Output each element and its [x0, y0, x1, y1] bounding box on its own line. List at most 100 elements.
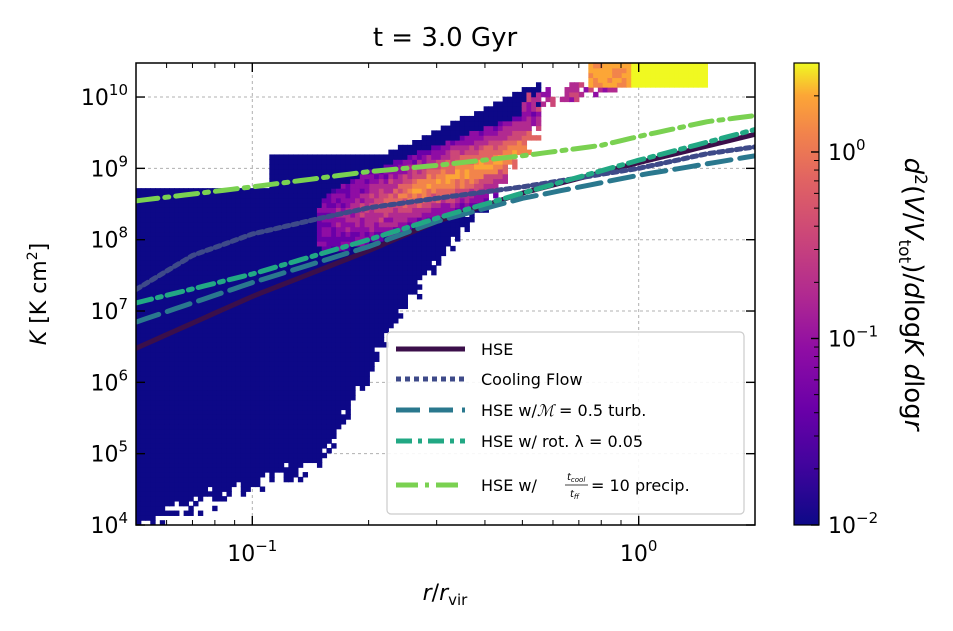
heatmap-cell — [150, 332, 156, 338]
heatmap-cell — [240, 327, 247, 334]
heatmap-cell — [145, 241, 151, 247]
heatmap-cell — [221, 250, 228, 257]
heatmap-cell — [178, 269, 185, 276]
heatmap-cell — [221, 197, 228, 204]
heatmap-cell — [145, 443, 151, 449]
heatmap-cell — [216, 481, 223, 488]
heatmap-cell — [202, 356, 209, 362]
heatmap-cell — [426, 231, 432, 237]
heatmap-cell — [331, 298, 337, 305]
heatmap-cell — [350, 313, 356, 319]
heatmap-cell — [507, 96, 513, 103]
heatmap-cell — [150, 505, 156, 512]
heatmap-cell — [383, 159, 389, 165]
heatmap-cell — [193, 385, 199, 391]
heatmap-cell — [345, 279, 351, 285]
heatmap-cell — [312, 168, 318, 175]
heatmap-cell — [302, 332, 309, 338]
heatmap-cell — [397, 289, 404, 295]
heatmap-cell — [235, 443, 242, 449]
heatmap-cell — [245, 472, 251, 478]
heatmap-cell — [435, 159, 442, 165]
heatmap-cell — [164, 414, 170, 420]
heatmap-cell — [140, 452, 147, 459]
heatmap-cell — [155, 327, 161, 334]
heatmap-cell — [312, 380, 318, 387]
heatmap-cell — [221, 217, 228, 223]
heatmap-cell — [183, 197, 189, 204]
heatmap-cell — [202, 221, 209, 228]
heatmap-cell — [307, 236, 313, 242]
heatmap-cell — [307, 337, 313, 343]
heatmap-cell — [321, 361, 328, 367]
heatmap-cell — [193, 375, 199, 382]
heatmap-cell — [164, 255, 170, 261]
heatmap-cell — [231, 342, 237, 348]
heatmap-cell — [278, 207, 285, 213]
heatmap-cell — [226, 337, 232, 343]
heatmap-cell — [335, 366, 342, 372]
heatmap-cell — [416, 260, 423, 266]
heatmap-cell — [440, 221, 447, 228]
heatmap-cell — [207, 236, 213, 242]
heatmap-cell — [188, 390, 194, 396]
heatmap-cell — [469, 154, 475, 160]
heatmap-cell — [350, 327, 356, 334]
heatmap-cell — [174, 346, 180, 353]
heatmap-cell — [335, 298, 342, 305]
heatmap-cell — [231, 467, 237, 473]
heatmap-cell — [269, 443, 275, 449]
heatmap-cell — [350, 226, 356, 233]
heatmap-cell — [136, 428, 142, 435]
heatmap-cell — [164, 250, 170, 257]
heatmap-cell — [183, 318, 189, 324]
heatmap-cell — [331, 159, 337, 165]
heatmap-cell — [364, 332, 370, 338]
heatmap-cell — [259, 390, 266, 396]
heatmap-cell — [188, 202, 194, 208]
heatmap-cell — [269, 168, 275, 175]
heatmap-cell — [316, 419, 323, 425]
heatmap-cell — [369, 197, 375, 204]
heatmap-cell — [321, 404, 328, 411]
heatmap-cell — [459, 135, 466, 141]
heatmap-cell — [312, 457, 318, 464]
heatmap-cell — [274, 433, 280, 439]
heatmap-cell — [259, 375, 266, 382]
heatmap-cell — [607, 82, 613, 88]
heatmap-cell — [283, 202, 289, 208]
heatmap-cell — [169, 351, 175, 358]
heatmap-cell — [340, 274, 347, 281]
heatmap-cell — [307, 361, 313, 367]
heatmap-cell — [150, 448, 156, 454]
heatmap-cell — [145, 337, 151, 343]
heatmap-cell — [155, 390, 161, 396]
heatmap-cell — [212, 202, 218, 208]
heatmap-cell — [216, 404, 223, 411]
heatmap-cell — [297, 192, 304, 199]
heatmap-cell — [250, 284, 256, 290]
heatmap-cell — [288, 274, 294, 281]
heatmap-cell — [350, 260, 356, 266]
heatmap-cell — [478, 178, 485, 184]
heatmap-cell — [150, 231, 156, 237]
heatmap-cell — [450, 164, 456, 170]
heatmap-cell — [321, 380, 328, 387]
heatmap-cell — [183, 404, 189, 411]
heatmap-cell — [207, 419, 213, 425]
heatmap-cell — [231, 409, 237, 415]
heatmap-cell — [193, 452, 199, 459]
heatmap-cell — [150, 346, 156, 353]
heatmap-cell — [197, 457, 204, 464]
heatmap-cell — [183, 346, 189, 353]
heatmap-cell — [455, 221, 461, 228]
heatmap-cell — [493, 130, 499, 136]
heatmap-cell — [212, 361, 218, 367]
heatmap-cell — [216, 371, 223, 377]
heatmap-cell — [264, 448, 270, 454]
heatmap-cell — [274, 414, 280, 420]
heatmap-cell — [240, 294, 247, 300]
heatmap-cell — [683, 77, 689, 83]
legend: HSE Cooling Flow HSE w/ℳ = 0.5 turb. HSE… — [386, 331, 745, 515]
heatmap-cell — [174, 438, 180, 444]
